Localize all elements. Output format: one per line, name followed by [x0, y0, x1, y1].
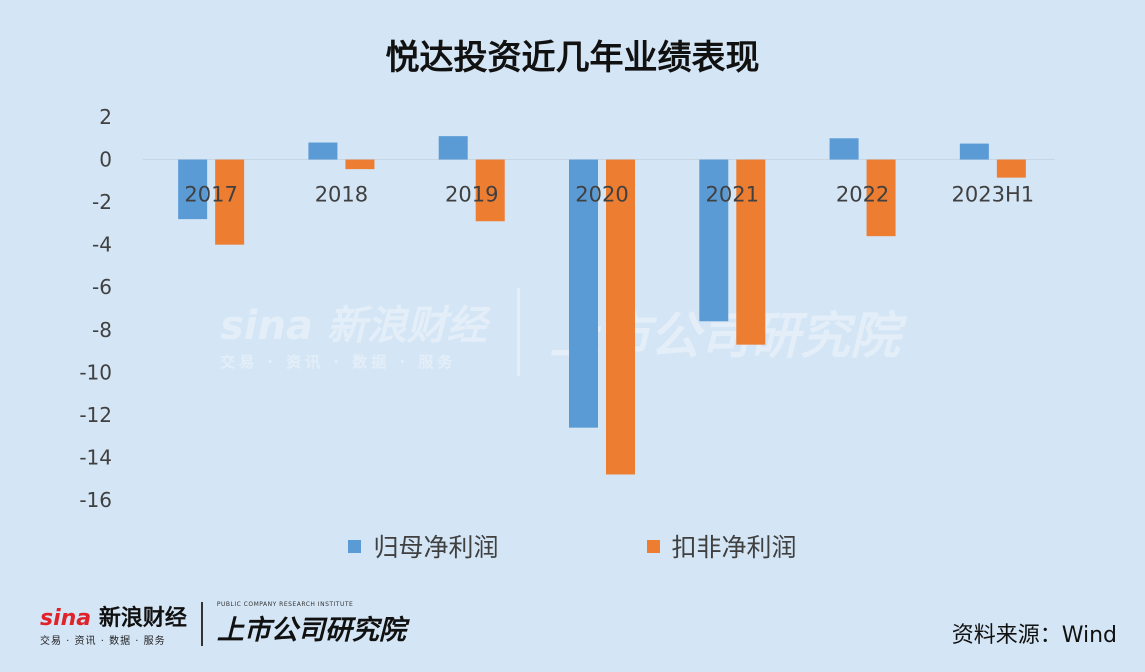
logo-divider — [200, 601, 203, 646]
x-tick-label: 2022 — [836, 183, 889, 207]
x-tick-label: 2017 — [184, 183, 237, 207]
x-tick-label: 2018 — [315, 183, 368, 207]
chart-title: 悦达投资近几年业绩表现 — [385, 38, 760, 78]
x-tick-label: 2021 — [706, 183, 759, 207]
x-tick-label: 2023H1 — [952, 183, 1035, 207]
bar-series-2-2023H1 — [996, 159, 1026, 178]
legend-item-series-2: 扣非净利润 — [646, 528, 797, 564]
institute-logo-en: PUBLIC COMPANY RESEARCH INSTITUTE — [216, 600, 354, 608]
bar-series-2-2022 — [866, 159, 896, 237]
y-tick-label: -4 — [92, 233, 112, 257]
sina-logo-mark: sina — [40, 606, 92, 631]
bar-series-1-2019 — [438, 136, 468, 160]
footer-logo: sina 新浪财经 交易 · 资讯 · 数据 · 服务 PUBLIC COMPA… — [40, 600, 406, 648]
y-tick-label: -16 — [79, 488, 112, 512]
bar-series-1-2023H1 — [959, 143, 989, 160]
bar-series-1-2018 — [308, 142, 338, 160]
legend-item-series-1: 归母净利润 — [348, 528, 499, 564]
bar-series-2-2021 — [736, 159, 766, 345]
institute-logo-cn: 上市公司研究院 — [216, 614, 406, 646]
bar-series-2-2018 — [345, 159, 375, 170]
legend-label-series-1: 归母净利润 — [373, 533, 499, 562]
y-tick-label: 0 — [99, 148, 112, 172]
institute-logo: PUBLIC COMPANY RESEARCH INSTITUTE 上市公司研究… — [217, 601, 406, 647]
y-tick-label: -8 — [92, 318, 112, 342]
bar-series-1-2020 — [569, 159, 598, 428]
y-tick-label: -14 — [79, 445, 112, 469]
y-tick-label: -10 — [79, 360, 112, 384]
legend-label-series-2: 扣非净利润 — [671, 533, 797, 562]
y-tick-label: 2 — [99, 105, 112, 129]
y-tick-label: -6 — [92, 275, 112, 299]
sina-logo-name: 新浪财经 — [98, 606, 187, 631]
bar-series-2-2017 — [215, 159, 245, 245]
bar-series-1-2022 — [829, 138, 859, 160]
legend: 归母净利润 扣非净利润 — [0, 528, 1145, 564]
sina-logo: sina 新浪财经 交易 · 资讯 · 数据 · 服务 — [40, 600, 187, 647]
legend-swatch-series-2 — [646, 539, 660, 553]
y-tick-label: -2 — [92, 190, 112, 214]
sina-logo-tagline: 交易 · 资讯 · 数据 · 服务 — [40, 636, 166, 647]
x-tick-label: 2020 — [575, 183, 628, 207]
bar-series-1-2017 — [178, 159, 208, 220]
legend-swatch-series-1 — [348, 539, 362, 553]
bar-series-1-2021 — [699, 159, 729, 322]
x-tick-label: 2019 — [445, 183, 498, 207]
bar-series-2-2020 — [606, 159, 635, 475]
source-note: 资料来源：Wind — [951, 623, 1117, 648]
y-tick-label: -12 — [79, 403, 112, 427]
bar-series-2-2019 — [475, 159, 505, 222]
